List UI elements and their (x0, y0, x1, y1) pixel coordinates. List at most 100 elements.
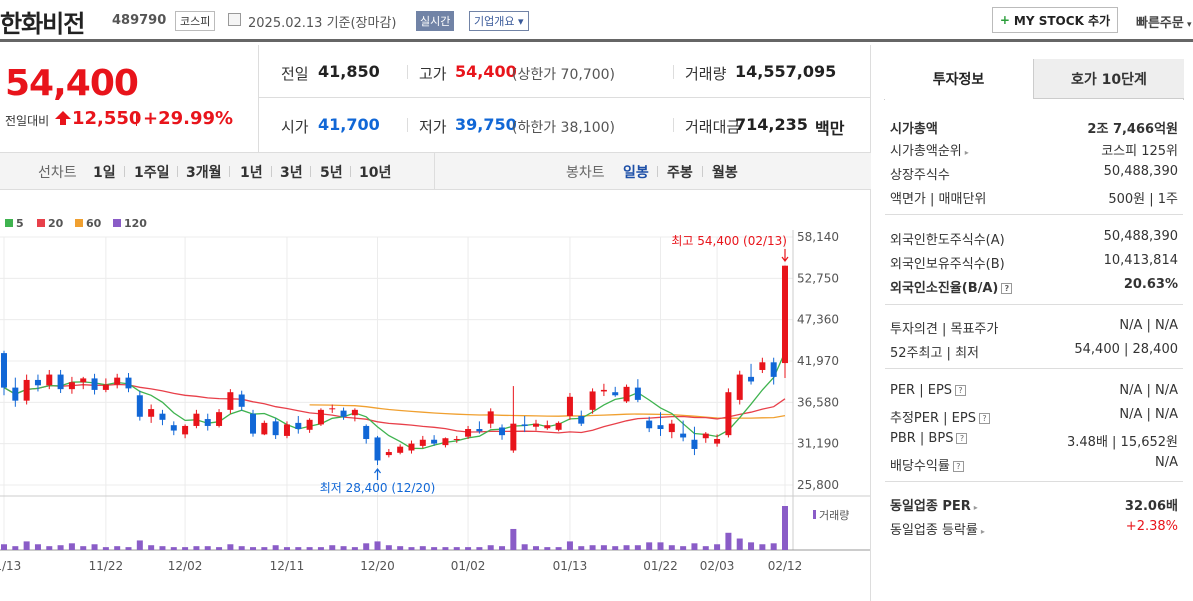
candle-chart-label: 봉차트 (566, 165, 605, 181)
candle-body (702, 433, 709, 439)
candle-body (272, 421, 279, 436)
volume-axis-label: 거래량 (819, 509, 849, 522)
ma20-legend-swatch (37, 219, 45, 227)
candle-body (759, 362, 766, 370)
divider (310, 166, 311, 177)
candle-body (736, 374, 743, 400)
period-5y[interactable]: 5년 (320, 165, 343, 181)
volume-bar (691, 543, 698, 550)
volume-bar (499, 546, 506, 550)
period-1w[interactable]: 1주일 (134, 165, 170, 181)
volume-bar (578, 546, 585, 550)
volume-bar (431, 547, 438, 550)
candle-body (532, 423, 539, 427)
volume-bar (408, 547, 415, 550)
volume-bar (612, 546, 619, 550)
volume-bar (306, 547, 313, 550)
quick-order-button[interactable]: 빠른주문 ▾ (1136, 12, 1192, 31)
volume-bar (272, 545, 279, 550)
x-tick-label: 02/03 (700, 559, 735, 573)
foreign-ratio-value: 20.63% (1123, 277, 1178, 292)
candle-daily[interactable]: 일봉 (623, 165, 649, 181)
y-tick-label: 47,360 (797, 313, 839, 327)
candle-body (544, 425, 551, 429)
volume-bar (544, 547, 551, 550)
realtime-button[interactable]: 실시간 (416, 11, 455, 31)
chevron-right-icon[interactable]: ▸ (973, 503, 978, 512)
header-bar (0, 0, 1193, 42)
ma20-legend-label: 20 (48, 217, 64, 230)
tab-invest-info[interactable]: 투자정보 (884, 59, 1034, 99)
volume-bar (657, 542, 664, 550)
y-tick-label: 41,970 (797, 354, 839, 368)
help-icon[interactable]: ? (1001, 283, 1013, 294)
candle-body (634, 387, 641, 400)
period-3m[interactable]: 3개월 (186, 165, 222, 181)
volume-bar (46, 546, 53, 550)
ma5-legend-swatch (5, 219, 13, 227)
candle-body (68, 382, 75, 390)
foreign-ratio-label: 외국인소진율(B/A) (890, 281, 999, 296)
divider (136, 112, 137, 126)
candle-body (725, 392, 732, 436)
period-10y[interactable]: 10년 (359, 165, 392, 181)
divider (657, 166, 658, 177)
volume-bar (182, 547, 189, 550)
upper-limit: (상한가 70,700) (512, 67, 616, 83)
cap-rank-value: 코스피 125위 (1101, 144, 1178, 159)
volume-bar (216, 547, 223, 550)
help-icon[interactable]: ? (952, 461, 964, 472)
candle-monthly[interactable]: 월봉 (712, 165, 738, 181)
add-mystock-button[interactable]: + MY STOCK 추가 (992, 7, 1118, 33)
period-3y[interactable]: 3년 (280, 165, 303, 181)
tab-hoga[interactable]: 호가 10단계 (1034, 59, 1184, 99)
candle-body (238, 394, 245, 407)
est-per-value: N/A | N/A (1119, 407, 1178, 422)
chevron-right-icon[interactable]: ▸ (980, 527, 985, 536)
stock-title: 한화비전 (0, 10, 85, 38)
candle-weekly[interactable]: 주봉 (667, 165, 693, 181)
price-chart[interactable]: 58,140 52,750 47,360 41,970 36,580 31,190 25,8… (0, 190, 870, 601)
amount-value: 714,235 (735, 115, 808, 134)
volume-bar (487, 545, 494, 550)
opinion-row: 투자의견 | 목표주가 N/A | N/A (890, 316, 1178, 337)
candle-body (34, 379, 41, 386)
candle-body (714, 438, 721, 444)
volume-bar (1, 544, 7, 550)
open-value: 41,700 (318, 115, 380, 134)
cap-rank-row: 시가총액순위 ▸ 코스피 125위 (890, 138, 1178, 159)
w52-row: 52주최고 | 최저 54,400 | 28,400 (890, 340, 1178, 361)
candle-body (555, 422, 562, 430)
period-1d[interactable]: 1일 (93, 165, 116, 181)
per-value: N/A | N/A (1119, 383, 1178, 398)
tab-hoga-label: 호가 10단계 (1071, 71, 1147, 88)
industry-per-label: 동일업종 PER (890, 499, 971, 514)
divider (258, 97, 871, 98)
chevron-right-icon[interactable]: ▸ (964, 148, 969, 157)
period-1y[interactable]: 1년 (240, 165, 263, 181)
candle-body (499, 427, 506, 436)
help-icon[interactable]: ? (955, 385, 967, 396)
volume-bar (317, 547, 324, 550)
help-icon[interactable]: ? (978, 413, 990, 424)
divider (673, 118, 674, 132)
cap-rank-label: 시가총액순위 (890, 144, 962, 159)
pbr-label: PBR | BPS (890, 431, 954, 446)
industry-change-label: 동일업종 등락률 (890, 523, 978, 538)
div-row: 배당수익률? N/A (890, 453, 1178, 474)
candle-body (419, 439, 426, 446)
volume-bar (397, 546, 404, 550)
market-cap-value: 2조 7,466억원 (1087, 122, 1178, 137)
candle-body (657, 425, 664, 430)
help-icon[interactable]: ? (956, 433, 968, 444)
calendar-icon (228, 13, 241, 26)
volume-bar (510, 528, 517, 550)
candle-body (340, 410, 347, 417)
market-cap-row: 시가총액 2조 7,466억원 (890, 116, 1178, 137)
y-tick-label: 25,800 (797, 478, 839, 492)
volume-bar (725, 532, 732, 550)
high-value: 54,400 (455, 62, 517, 81)
corp-info-dropdown[interactable]: 기업개요 ▾ (469, 11, 529, 31)
candle-body (46, 374, 53, 386)
volume-bar (238, 546, 245, 550)
